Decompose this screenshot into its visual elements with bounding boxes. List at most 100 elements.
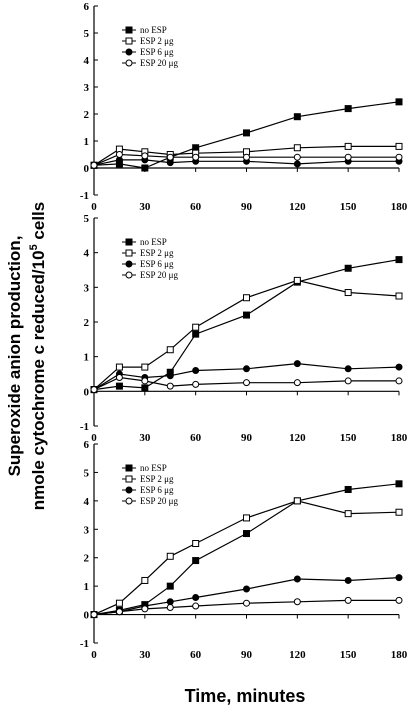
data-point [395, 153, 403, 161]
data-point [395, 98, 403, 106]
data-point [90, 611, 98, 619]
x-tick-label: 120 [289, 432, 306, 444]
legend-marker [125, 238, 133, 246]
y-tick-label: 2 [84, 553, 90, 565]
x-tick-label: 30 [139, 649, 151, 661]
data-point [141, 384, 149, 392]
x-tick-label: 150 [340, 432, 357, 444]
y-axis-label-line2-main: nmole cytochrome c reduced/10 [29, 250, 48, 510]
y-tick-label: 2 [84, 317, 90, 329]
data-point [90, 386, 98, 394]
data-point [166, 582, 174, 590]
data-point [395, 377, 403, 385]
data-point [166, 346, 174, 354]
data-point [293, 575, 301, 583]
data-point [90, 161, 98, 169]
data-point [141, 152, 149, 160]
x-tick-label: 90 [241, 432, 253, 444]
data-point [166, 153, 174, 161]
data-point [344, 365, 352, 373]
series-open-circle [90, 151, 403, 169]
legend-marker [125, 59, 133, 67]
data-point [344, 596, 352, 604]
data-point [293, 276, 301, 284]
y-tick-label: 3 [84, 282, 90, 294]
data-point [166, 372, 174, 380]
y-axis-label-line2-tail: cells [29, 202, 48, 245]
data-point [243, 311, 250, 319]
legend-marker [125, 260, 133, 268]
data-point [395, 508, 403, 516]
y-tick-label: 1 [84, 352, 90, 364]
data-point [192, 594, 200, 602]
y-tick-label: 3 [84, 82, 90, 94]
data-point [395, 256, 403, 264]
x-tick-label: 30 [139, 432, 151, 444]
data-point [344, 510, 352, 518]
data-point [395, 142, 403, 150]
legend-label: ESP 6 μg [140, 47, 174, 57]
legend-marker [125, 26, 133, 34]
legend-marker [125, 464, 133, 472]
x-tick-label: 60 [190, 649, 202, 661]
legend-label: ESP 6 μg [140, 485, 174, 495]
x-axis-label: Time, minutes [185, 686, 306, 706]
data-point [293, 113, 301, 121]
x-tick-label: 150 [340, 201, 357, 213]
data-point [192, 557, 200, 565]
data-point [344, 153, 352, 161]
data-point [293, 153, 301, 161]
data-point [115, 608, 123, 616]
y-tick-label: -1 [80, 421, 89, 433]
series-open-circle [90, 373, 403, 394]
data-point [115, 599, 123, 607]
y-tick-label: 4 [84, 496, 90, 508]
x-tick-label: 180 [391, 201, 408, 213]
data-point [243, 599, 250, 607]
data-point [344, 377, 352, 385]
legend-label: no ESP [140, 25, 167, 35]
data-point [344, 289, 352, 297]
x-tick-label: 90 [241, 201, 253, 213]
data-point [243, 365, 250, 373]
data-point [192, 153, 200, 161]
data-point [395, 596, 403, 604]
data-point [243, 514, 250, 522]
y-tick-label: 1 [84, 581, 90, 593]
data-point [141, 363, 149, 371]
y-tick-label: 0 [84, 386, 90, 398]
data-point [395, 363, 403, 371]
data-point [344, 485, 352, 493]
data-point [344, 576, 352, 584]
data-point [166, 382, 174, 390]
legend-label: ESP 20 μg [140, 270, 178, 280]
y-axis-label-line1: Superoxide anion production, [5, 236, 24, 477]
series-filled-circle [90, 574, 403, 619]
y-tick-label: 0 [84, 610, 90, 622]
data-point [243, 585, 250, 593]
data-point [115, 151, 123, 158]
x-tick-label: 0 [91, 432, 97, 444]
data-point [293, 497, 301, 505]
data-point [293, 598, 301, 606]
y-tick-label: 6 [84, 1, 90, 13]
y-axis-label-exponent: 5 [28, 244, 40, 250]
y-tick-label: 2 [84, 109, 90, 121]
x-tick-label: 30 [139, 201, 151, 213]
y-tick-label: 4 [84, 55, 90, 67]
legend-marker [125, 486, 133, 494]
y-tick-label: 3 [84, 524, 90, 536]
series-open-square [90, 276, 403, 394]
data-point [115, 373, 123, 381]
data-point [141, 164, 149, 172]
data-point [192, 330, 200, 338]
data-point [243, 153, 250, 161]
data-point [141, 605, 149, 613]
legend-label: ESP 2 μg [140, 36, 174, 46]
